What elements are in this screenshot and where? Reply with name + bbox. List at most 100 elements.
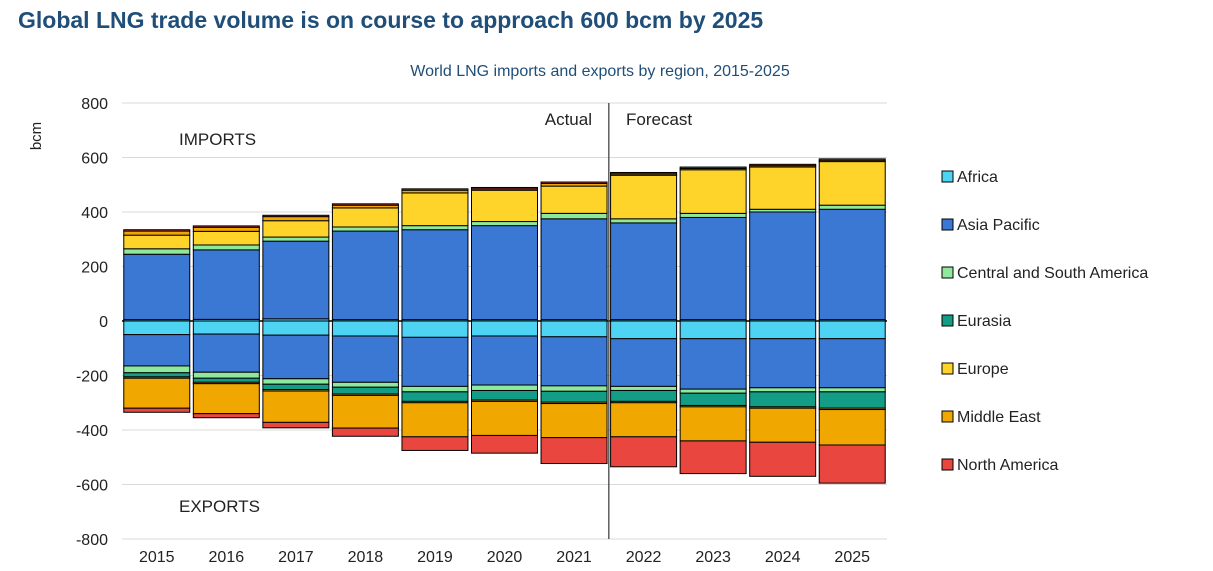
import-bar-central-and-south-america-2022 [610,218,678,224]
export-bar-north-america-2021 [540,437,608,465]
export-bar-eurasia-2025 [818,391,886,409]
export-bar-asia-pacific-2023 [679,338,747,390]
export-bar-eurasia-2022 [610,389,678,402]
import-bar-north-america-2022 [610,171,678,175]
export-bar-eurasia-2016 [192,377,260,383]
export-bar-asia-pacific-2019 [401,336,469,387]
export-bar-asia-pacific-2017 [262,334,330,380]
import-bar-europe-2024 [749,166,817,210]
export-bar-eurasia-2024 [749,391,817,408]
import-bar-north-america-2017 [262,214,330,218]
import-bar-asia-pacific-2015 [123,253,191,321]
import-bar-asia-pacific-2021 [540,218,608,321]
export-bar-asia-pacific-2022 [610,338,678,387]
import-bar-middle-east-2017 [262,216,330,222]
export-bar-asia-pacific-2015 [123,334,191,367]
y-axis-ticks: 800 600 400 200 0 -200 -400 -600 -800 [76,96,108,549]
bar-group-2019 [401,188,469,451]
forecast-annotation: Forecast [626,110,692,129]
export-bar-central-and-south-america-2025 [818,387,886,393]
bar-group-2023 [679,166,747,475]
x-tick-label: 2018 [348,549,384,566]
x-tick-label: 2024 [765,549,801,566]
export-bar-middle-east-2021 [540,403,608,439]
import-bar-europe-2023 [679,169,747,214]
import-bar-central-and-south-america-2018 [331,226,399,232]
bar-group-2022 [610,171,678,468]
legend-swatch [941,170,954,183]
export-bar-asia-pacific-2020 [471,335,538,386]
page-title: Global LNG trade volume is on course to … [18,7,764,33]
x-tick-label: 2020 [487,549,523,566]
chart-subtitle: World LNG imports and exports by region,… [410,63,790,80]
import-bar-europe-2018 [331,207,399,228]
x-tick-label: 2021 [556,549,592,566]
import-bar-north-america-2015 [123,229,191,232]
import-bar-asia-pacific-2020 [471,225,538,321]
legend-item-africa: Africa [941,169,998,186]
y-tick-label: -800 [76,532,108,549]
export-bar-north-america-2015 [123,407,191,413]
export-bar-north-america-2024 [749,441,817,477]
export-bar-asia-pacific-2025 [818,338,886,389]
export-bar-africa-2020 [471,320,538,337]
export-bar-middle-east-2024 [749,407,817,443]
export-bar-africa-2023 [679,320,747,340]
import-bar-europe-2016 [192,230,260,246]
import-bar-north-america-2016 [192,225,260,228]
bar-group-2017 [262,214,330,429]
export-bar-asia-pacific-2021 [540,336,608,387]
legend-label: Europe [957,361,1009,378]
export-bar-middle-east-2022 [610,402,678,438]
export-bar-middle-east-2020 [471,400,538,436]
export-bar-africa-2016 [192,320,260,335]
legend-item-central-and-south-america: Central and South America [941,265,1148,282]
import-bar-north-america-2023 [679,166,747,169]
export-bar-central-and-south-america-2016 [192,371,260,379]
export-bar-eurasia-2015 [123,372,191,378]
import-bar-north-america-2025 [818,158,886,161]
export-bar-middle-east-2017 [262,390,330,423]
export-bar-central-and-south-america-2024 [749,387,817,393]
export-bar-central-and-south-america-2023 [679,388,747,394]
legend-item-eurasia: Eurasia [941,313,1011,330]
export-bar-central-and-south-america-2015 [123,365,191,374]
export-bar-africa-2024 [749,320,817,340]
export-bar-africa-2025 [818,320,886,340]
export-bar-eurasia-2021 [540,390,608,403]
bar-group-2020 [471,186,538,454]
import-bar-north-america-2018 [331,203,399,206]
import-bar-asia-pacific-2025 [818,208,886,321]
bar-group-2016 [192,225,260,419]
x-tick-label: 2017 [278,549,314,566]
export-bar-central-and-south-america-2017 [262,378,330,385]
export-bar-asia-pacific-2018 [331,335,399,383]
export-bar-africa-2017 [262,320,330,336]
export-bar-africa-2015 [123,320,191,336]
import-bar-asia-pacific-2019 [401,229,469,321]
import-bar-central-and-south-america-2016 [192,244,260,251]
import-bar-europe-2025 [818,161,886,206]
export-bar-middle-east-2023 [679,406,747,442]
legend-item-asia-pacific: Asia Pacific [941,217,1040,234]
legend: Africa Asia Pacific Central and South Amer… [941,169,1148,474]
y-tick-label: 200 [81,260,108,277]
x-axis-ticks: 2015 2016 2017 2018 2019 2020 2021 2022 2023 2024… [139,549,870,566]
y-tick-label: 0 [99,314,108,331]
export-bar-north-america-2019 [401,436,469,451]
export-bar-central-and-south-america-2020 [471,384,538,391]
import-bar-central-and-south-america-2025 [818,204,886,210]
legend-label: Africa [957,169,998,186]
legend-label: Middle East [957,409,1041,426]
import-bar-central-and-south-america-2017 [262,236,330,242]
y-tick-label: -200 [76,369,108,386]
import-bar-asia-pacific-2017 [262,240,330,320]
legend-label: North America [957,457,1058,474]
export-bar-eurasia-2023 [679,392,747,406]
export-bar-middle-east-2016 [192,383,260,415]
import-bar-europe-2022 [610,174,678,220]
legend-item-middle-east: Middle East [941,409,1041,426]
legend-swatch [941,362,954,375]
y-axis-label: bcm [28,122,45,150]
